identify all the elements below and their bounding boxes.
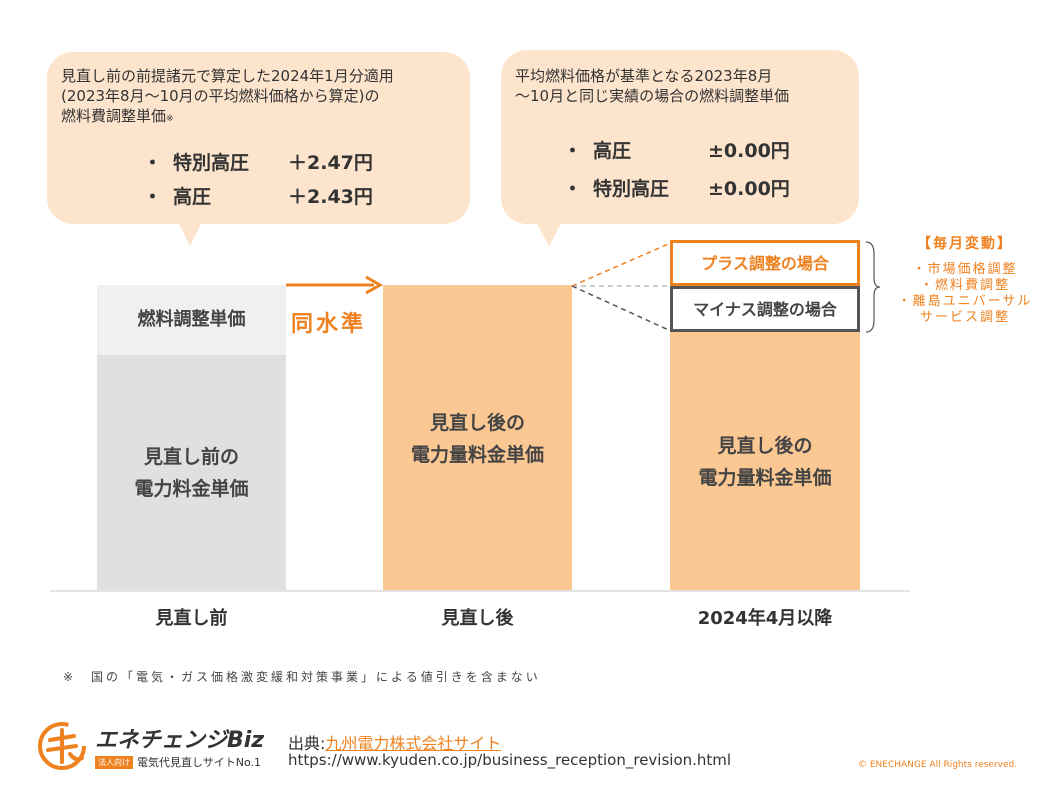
right-callout-tail xyxy=(536,222,562,246)
april-rate-label-1: 見直し後の xyxy=(717,435,813,457)
left-item-2-name: 高圧 xyxy=(173,186,212,208)
right-item-2-name: 特別高圧 xyxy=(593,178,670,200)
right-callout-line1: 平均燃料価格が基準となる2023年8月 xyxy=(515,67,773,85)
before-rate-label-1: 見直し前の xyxy=(143,446,239,468)
left-callout-line1: 見直し前の前提諸元で算定した2024年1月分適用 xyxy=(61,67,394,85)
left-callout-line3: 燃料費調整単価 xyxy=(61,107,167,125)
bullet-dot: ・ xyxy=(143,152,163,174)
right-item-1: ・ 高圧 ±0.00円 xyxy=(563,136,790,163)
before-rate-block: 見直し前の 電力料金単価 xyxy=(97,355,286,590)
after-rate-label-2: 電力量料金単価 xyxy=(410,444,544,466)
category-before: 見直し前 xyxy=(155,608,228,629)
right-callout-line2: ～10月と同じ実績の場合の燃料調整単価 xyxy=(515,87,790,105)
right-item-1-name: 高圧 xyxy=(593,140,632,162)
right-item-1-value: ±0.00円 xyxy=(708,140,790,162)
left-callout-tail xyxy=(178,222,202,246)
left-item-1-name: 特別高圧 xyxy=(173,152,250,174)
baseline xyxy=(50,590,910,592)
before-fuel-adjust-label: 燃料調整単価 xyxy=(137,309,246,330)
enechange-logo-icon xyxy=(38,722,86,770)
category-after: 見直し後 xyxy=(441,608,514,629)
left-item-2-value: ＋2.43円 xyxy=(288,186,373,208)
april-rate-label-2: 電力量料金単価 xyxy=(698,467,832,489)
same-level-label: 同水準 xyxy=(291,312,367,337)
note-mark: ※ xyxy=(166,114,174,124)
left-item-1-value: ＋2.47円 xyxy=(288,152,373,174)
side-note-item-3: ・離島ユニバーサル xyxy=(897,294,1033,309)
copyright: © ENECHANGE All Rights reserved. xyxy=(858,760,1018,770)
left-callout-line2: (2023年8月～10月の平均燃料価格から算定)の xyxy=(61,87,380,105)
bullet-dot: ・ xyxy=(143,186,163,208)
logo-badge: 法人向け xyxy=(95,755,133,769)
side-note-item-1: ・市場価格調整 xyxy=(912,262,1018,277)
left-item-1: ・ 特別高圧 ＋2.47円 xyxy=(143,148,373,175)
left-callout: 見直し前の前提諸元で算定した2024年1月分適用 (2023年8月～10月の平均… xyxy=(47,52,470,224)
source-link[interactable]: 九州電力株式会社サイト xyxy=(325,734,502,753)
after-rate-label-1: 見直し後の xyxy=(429,412,525,434)
left-item-2: ・ 高圧 ＋2.43円 xyxy=(143,182,373,209)
after-rate-block: 見直し後の 電力量料金単価 xyxy=(383,285,572,590)
category-april: 2024年4月以降 xyxy=(697,608,833,629)
before-rate-label-2: 電力料金単価 xyxy=(134,478,249,500)
bullet-dot: ・ xyxy=(563,178,583,200)
side-note-title: 【毎月変動】 xyxy=(917,236,1013,252)
plus-adjustment-box: プラス調整の場合 xyxy=(670,240,860,286)
logo-name: エネチェンジBiz xyxy=(95,728,265,753)
same-level-arrow xyxy=(286,275,384,295)
bullet-dot: ・ xyxy=(563,140,583,162)
side-note-item-2: ・燃料費調整 xyxy=(919,278,1010,293)
adjustment-connectors xyxy=(571,241,674,333)
source-label: 出典: xyxy=(288,734,326,753)
april-rate-block: 見直し後の 電力量料金単価 xyxy=(670,332,860,590)
right-item-2: ・ 特別高圧 ±0.00円 xyxy=(563,174,790,201)
footnote: ※ 国の「電気・ガス価格激変緩和対策事業」による値引きを含まない xyxy=(63,670,541,684)
right-callout: 平均燃料価格が基準となる2023年8月 ～10月と同じ実績の場合の燃料調整単価 … xyxy=(501,50,859,224)
before-fuel-adjust-block: 燃料調整単価 xyxy=(97,285,286,355)
brace-icon xyxy=(865,241,881,333)
minus-adjustment-box: マイナス調整の場合 xyxy=(670,286,860,332)
logo-tagline: 電気代見直しサイトNo.1 xyxy=(137,756,262,769)
right-item-2-value: ±0.00円 xyxy=(708,178,790,200)
side-note-item-4: サービス調整 xyxy=(919,310,1010,325)
source-url: https://www.kyuden.co.jp/business_recept… xyxy=(288,751,732,769)
